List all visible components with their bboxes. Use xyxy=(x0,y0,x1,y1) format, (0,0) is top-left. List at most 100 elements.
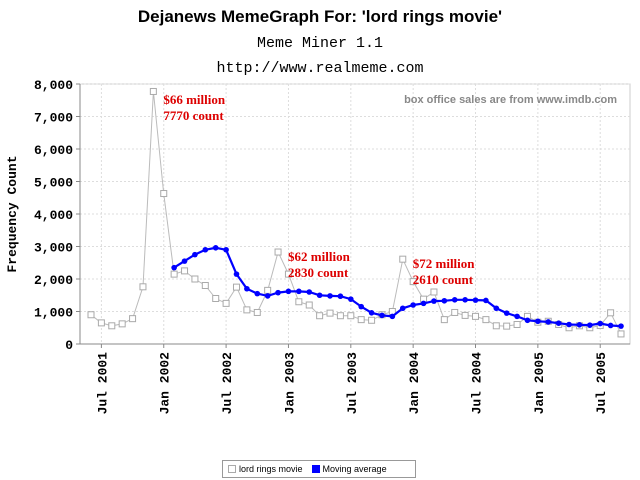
data-point xyxy=(493,305,500,312)
data-point xyxy=(348,296,354,302)
data-point xyxy=(524,317,531,324)
data-point xyxy=(129,315,137,323)
annotation-label: $72 million xyxy=(413,256,476,271)
x-tick-label: Jul 2004 xyxy=(470,352,485,415)
data-point xyxy=(420,300,427,307)
legend-item-lord-rings-movie: lord rings movie xyxy=(228,464,303,474)
data-point xyxy=(327,293,333,299)
data-point xyxy=(264,286,272,294)
legend-label: lord rings movie xyxy=(239,464,303,474)
data-point xyxy=(514,313,520,320)
data-point xyxy=(253,308,261,316)
data-point xyxy=(513,321,521,328)
data-point xyxy=(545,319,552,325)
data-point xyxy=(254,290,261,297)
chart-subtitle-app: Meme Miner 1.1 xyxy=(256,35,384,52)
data-point xyxy=(430,288,438,296)
data-point xyxy=(306,289,313,295)
legend-label: Moving average xyxy=(322,464,387,474)
data-point xyxy=(431,298,437,304)
data-point xyxy=(347,312,355,320)
data-point xyxy=(399,255,407,263)
data-point xyxy=(535,318,541,325)
legend-swatch-hollow-square xyxy=(228,465,236,473)
data-point xyxy=(482,316,490,324)
annotation-label: 7770 count xyxy=(163,108,224,123)
data-point xyxy=(461,311,469,319)
y-tick-label: 0 xyxy=(65,338,73,353)
data-point xyxy=(181,258,188,264)
x-tick-label: Jan 2002 xyxy=(158,352,173,415)
x-tick-label: Jul 2003 xyxy=(345,352,360,415)
y-tick-label: 5,000 xyxy=(34,176,73,191)
grid-lines xyxy=(80,83,630,344)
data-point xyxy=(389,313,396,320)
x-tick-label: Jul 2001 xyxy=(95,352,110,415)
data-point xyxy=(139,283,147,291)
data-point xyxy=(337,293,344,300)
y-tick-label: 3,000 xyxy=(34,241,73,256)
chart-subtitle-url: http://www.realmeme.com xyxy=(216,60,424,77)
x-tick-label: Jan 2005 xyxy=(532,352,547,415)
data-point xyxy=(357,316,365,324)
data-point xyxy=(274,248,282,256)
data-point xyxy=(223,246,229,253)
data-point xyxy=(296,288,302,295)
data-point xyxy=(555,320,562,327)
series-line-lord-rings-movie xyxy=(90,91,622,335)
data-point xyxy=(566,321,572,328)
data-point xyxy=(170,270,178,278)
data-point xyxy=(472,297,479,303)
data-point xyxy=(285,288,292,295)
annotation-label: 2610 count xyxy=(413,272,474,287)
data-point xyxy=(244,285,250,292)
data-point xyxy=(212,245,219,251)
y-tick-label: 1,000 xyxy=(34,306,73,321)
data-point xyxy=(483,297,489,304)
data-point xyxy=(202,246,209,253)
data-point xyxy=(201,282,209,289)
data-point xyxy=(149,87,157,95)
data-point xyxy=(503,322,511,330)
annotation-label: 2830 count xyxy=(288,265,349,280)
x-tick-label: Jul 2005 xyxy=(594,352,609,415)
data-point xyxy=(305,301,313,309)
data-point xyxy=(597,320,604,327)
x-tick-label: Jul 2002 xyxy=(220,352,235,415)
y-tick-label: 4,000 xyxy=(34,208,73,223)
data-point xyxy=(472,312,480,320)
x-tick-label: Jan 2004 xyxy=(407,352,422,415)
data-point xyxy=(284,270,292,278)
data-point xyxy=(264,293,271,299)
data-point xyxy=(462,297,468,303)
data-point xyxy=(503,310,510,316)
y-tick-label: 2,000 xyxy=(34,273,73,288)
data-point xyxy=(410,302,416,308)
data-point xyxy=(368,310,375,316)
data-point xyxy=(379,312,385,319)
data-point xyxy=(160,190,168,198)
data-point xyxy=(232,283,240,291)
data-point xyxy=(316,312,324,320)
annotation-label: $66 million xyxy=(163,92,226,107)
data-point xyxy=(275,289,281,296)
data-point xyxy=(607,322,614,329)
series-layer xyxy=(87,87,625,338)
annotation-label: $62 million xyxy=(288,249,351,264)
data-point xyxy=(451,308,459,316)
data-point xyxy=(212,295,220,302)
data-point xyxy=(326,309,334,317)
data-point xyxy=(368,316,376,324)
chart-title: Dejanews MemeGraph For: 'lord rings movi… xyxy=(137,7,503,26)
data-point xyxy=(295,298,303,306)
x-tick-label: Jan 2003 xyxy=(282,352,297,415)
data-point xyxy=(191,275,199,283)
plot-area xyxy=(79,83,631,345)
data-point xyxy=(587,322,593,328)
data-point xyxy=(617,330,625,338)
data-point xyxy=(233,271,240,277)
data-point xyxy=(358,303,364,310)
data-point xyxy=(87,311,95,319)
